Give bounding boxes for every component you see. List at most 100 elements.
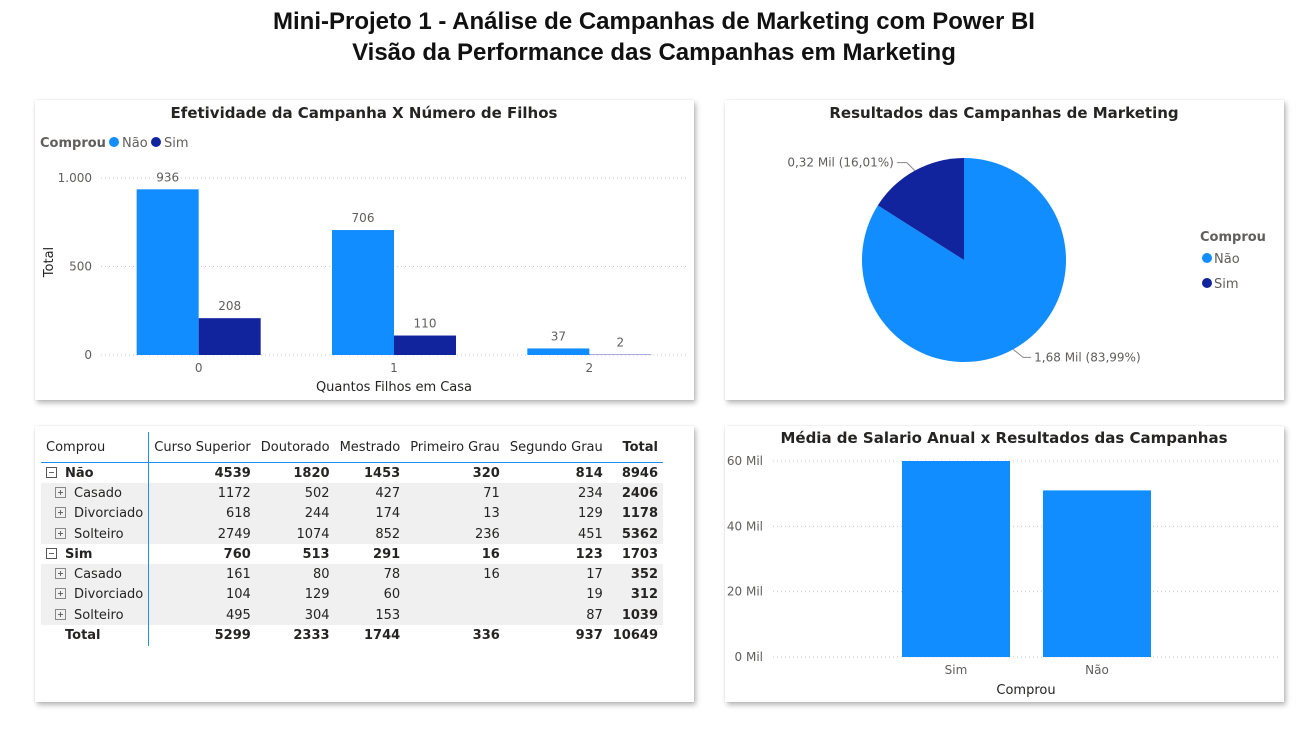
page-title: Mini-Projeto 1 - Análise de Campanhas de… [273,8,1035,35]
slice-label-nao: 1,68 Mil (83,99%) [1034,350,1141,364]
table-cell: 87 [504,605,608,626]
row-label: Divorciado [74,506,144,522]
row-header[interactable]: Casado [41,483,150,504]
row-header[interactable]: Solteiro [41,605,150,626]
table-cell: 71 [405,483,505,504]
data-label: 110 [414,317,437,331]
x-axis-title: Comprou [996,683,1055,698]
column-header[interactable]: Segundo Grau [504,432,608,463]
x-axis-title: Quantos Filhos em Casa [316,380,472,395]
row-label: Solteiro [74,526,124,542]
table-cell: 760 [223,546,251,562]
table-cell: 2333 [293,628,330,644]
row-header[interactable]: Divorciado [41,584,150,606]
row-header[interactable]: Não [41,462,150,484]
table-cell: 17 [504,564,608,585]
table-cell: 1172 [148,483,256,504]
table-cell: 427 [334,483,406,504]
column-header[interactable]: Mestrado [334,432,406,463]
table-cell: 161 [148,564,256,585]
legend-label-não[interactable]: Não [1214,252,1240,267]
x-tick-label: 0 [195,361,203,375]
campaign-results-card[interactable]: Resultados das Campanhas de Marketing 1,6… [725,100,1284,400]
bar-não-1[interactable] [332,230,394,355]
table-row: Divorciado 104 129 60 19 312 [41,584,663,606]
table-cell: 291 [373,546,401,562]
bar-sim-1[interactable] [394,335,456,355]
expand-icon[interactable] [55,588,66,600]
table-cell: 60 [334,584,406,606]
chart-title: Resultados das Campanhas de Marketing [829,104,1178,122]
table-cell: 937 [575,628,603,644]
row-header[interactable]: Divorciado [41,503,150,524]
row-label: Não [65,465,94,481]
column-header[interactable]: Total [607,432,663,463]
salary-card[interactable]: Média de Salario Anual x Resultados das … [725,426,1284,702]
row-header[interactable]: Solteiro [41,523,150,545]
table-cell: 129 [504,503,608,524]
row-header[interactable]: Sim [41,544,150,565]
table-cell: 80 [255,564,335,585]
table-cell: 513 [302,546,330,562]
table-cell: 451 [504,523,608,545]
collapse-icon[interactable] [46,466,57,478]
matrix-table: Comprou Curso Superior Doutorado Mestrado Pr… [41,432,663,646]
bar-sim-0[interactable] [198,318,261,355]
children-effectiveness-card[interactable]: Efetividade da Campanha X Número de Filh… [35,100,694,400]
matrix-card[interactable]: Comprou Curso Superior Doutorado Mestrado Pr… [35,426,694,702]
y-tick-label: 0 [84,348,92,362]
y-tick-label: 500 [69,260,92,274]
bar-não-2[interactable] [527,348,590,355]
row-header[interactable]: Total [41,625,150,646]
children-effectiveness-chart: Efetividade da Campanha X Número de Filh… [40,104,687,395]
column-header[interactable]: Comprou [41,432,150,463]
bar-sim[interactable] [902,461,1010,657]
table-row: Divorciado 618 244 174 13 129 1178 [41,503,663,524]
legend-title: Comprou [40,136,106,151]
table-cell: 123 [575,546,603,562]
chart-title: Média de Salario Anual x Resultados das … [780,429,1227,447]
table-cell: 16 [481,546,500,562]
table-cell: 234 [504,483,608,504]
table-cell: 814 [575,465,603,481]
table-cell: 1744 [364,628,401,644]
table-cell: 174 [334,503,406,524]
chart-title: Efetividade da Campanha X Número de Filh… [171,104,558,122]
column-header[interactable]: Primeiro Grau [405,432,505,463]
table-cell: 104 [148,584,256,606]
table-row: Solteiro 495 304 153 87 1039 [41,605,663,626]
page-subtitle: Visão da Performance das Campanhas em Ma… [352,39,956,66]
expand-icon[interactable] [55,507,66,519]
bar-não[interactable] [1043,490,1151,657]
legend-label-sim[interactable]: Sim [164,136,189,151]
table-cell: 19 [504,584,608,606]
legend-label-sim[interactable]: Sim [1214,277,1239,292]
expand-icon[interactable] [55,568,66,580]
collapse-icon[interactable] [46,547,57,559]
legend-label-não[interactable]: Não [122,136,148,151]
table-cell: 16 [405,564,505,585]
column-header[interactable]: Doutorado [255,432,335,463]
expand-icon[interactable] [55,486,66,498]
bar-não-0[interactable] [136,189,199,355]
table-cell [405,584,505,606]
table-cell: 78 [334,564,406,585]
row-header[interactable]: Casado [41,564,150,585]
expand-icon[interactable] [55,527,66,539]
data-label: 936 [156,170,179,184]
legend-marker-sim[interactable] [1202,278,1212,288]
table-cell: 1039 [607,605,663,626]
table-cell: 502 [255,483,335,504]
table-cell: 13 [405,503,505,524]
legend-marker-não[interactable] [109,137,119,147]
data-label: 208 [218,299,241,313]
legend-marker-não[interactable] [1202,253,1212,263]
table-cell: 153 [334,605,406,626]
legend-marker-sim[interactable] [151,137,161,147]
data-label: 37 [551,329,566,343]
expand-icon[interactable] [55,608,66,620]
y-tick-label: 20 Mil [727,585,763,599]
table-cell: 129 [255,584,335,606]
pie-slice-sim[interactable] [877,158,964,260]
column-header[interactable]: Curso Superior [148,432,256,463]
